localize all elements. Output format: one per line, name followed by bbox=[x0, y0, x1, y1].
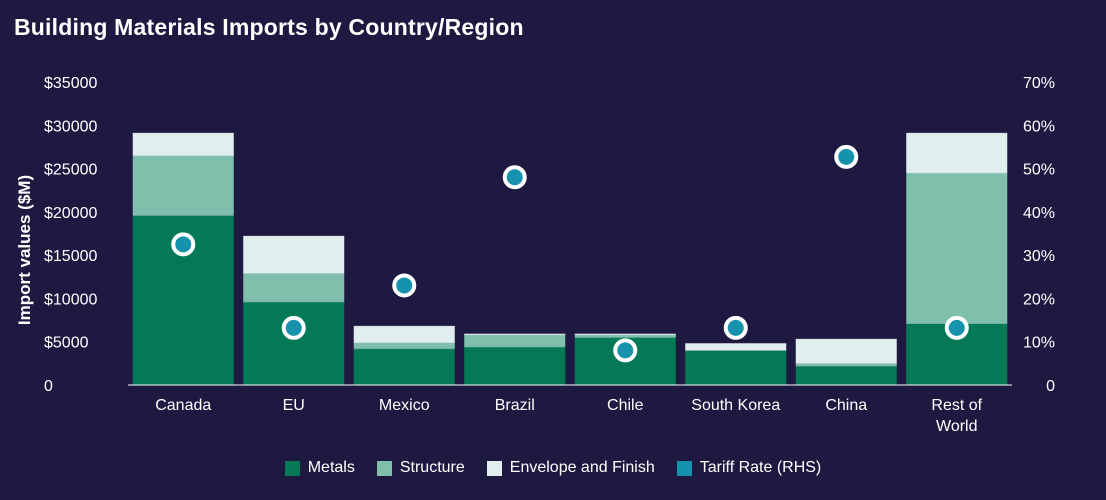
x-tick-label: Brazil bbox=[495, 397, 535, 414]
legend-item: Structure bbox=[376, 459, 465, 477]
x-tick-label: Canada bbox=[155, 397, 211, 414]
legend-label: Metals bbox=[307, 459, 355, 476]
bar-segment bbox=[353, 348, 455, 385]
x-tick-label: Mexico bbox=[379, 397, 430, 414]
category-labels: Canada EU Mexico Brazil Chile South Korea Chin… bbox=[155, 397, 982, 435]
bar-segment bbox=[132, 155, 234, 216]
bar-segment bbox=[243, 273, 345, 302]
y2-tick-label: 40% bbox=[1023, 205, 1055, 222]
legend-label: Tariff Rate (RHS) bbox=[699, 459, 822, 476]
legend-item: Tariff Rate (RHS) bbox=[676, 459, 822, 477]
bar-segment bbox=[906, 172, 1008, 324]
legend-item: Metals bbox=[284, 459, 355, 477]
tariff-marker bbox=[944, 315, 969, 340]
y-tick-label: $30000 bbox=[44, 118, 97, 135]
bar-segment bbox=[685, 350, 787, 385]
legend: Metals Structure Envelope and Finish Tariff… bbox=[0, 459, 1106, 477]
x-tick-label: Chile bbox=[607, 397, 644, 414]
bar-segment bbox=[353, 342, 455, 349]
y-tick-label: $15000 bbox=[44, 248, 97, 265]
tariff-markers bbox=[171, 144, 969, 363]
legend-swatch bbox=[676, 460, 692, 476]
x-tick-label: EU bbox=[283, 397, 305, 414]
y2-tick-label: 10% bbox=[1023, 335, 1055, 352]
bar-segment bbox=[353, 326, 455, 343]
y2-tick-label: 50% bbox=[1023, 162, 1055, 179]
bar-segment bbox=[243, 301, 345, 385]
left-axis-ticks: $35000 $30000 $25000 $20000 $15000 $10000 $500… bbox=[44, 75, 97, 395]
bars-group bbox=[132, 132, 1008, 385]
legend-swatch bbox=[486, 460, 502, 476]
bar-segment bbox=[243, 236, 345, 274]
tariff-marker bbox=[834, 144, 859, 169]
y-tick-label: $10000 bbox=[44, 291, 97, 308]
chart-title: Building Materials Imports by Country/Re… bbox=[14, 14, 524, 40]
bar-segment bbox=[795, 363, 897, 366]
tariff-marker bbox=[502, 165, 527, 190]
legend-swatch bbox=[284, 460, 300, 476]
y-axis-label: Import values ($M) bbox=[15, 175, 34, 325]
y-tick-label: $25000 bbox=[44, 162, 97, 179]
y2-tick-label: 30% bbox=[1023, 248, 1055, 265]
bar-segment bbox=[464, 333, 566, 335]
legend-label: Envelope and Finish bbox=[509, 459, 655, 476]
y-tick-label: $20000 bbox=[44, 205, 97, 222]
y2-tick-label: 0 bbox=[1046, 378, 1055, 395]
tariff-marker bbox=[723, 315, 748, 340]
bar-segment bbox=[574, 333, 676, 335]
legend-label: Structure bbox=[399, 459, 465, 476]
y2-tick-label: 20% bbox=[1023, 291, 1055, 308]
bar-segment bbox=[685, 343, 787, 351]
y2-tick-label: 60% bbox=[1023, 118, 1055, 135]
tariff-marker bbox=[392, 273, 417, 298]
y-tick-label: $35000 bbox=[44, 75, 97, 92]
tariff-marker bbox=[281, 315, 306, 340]
bar-segment bbox=[574, 334, 676, 338]
right-axis-ticks: 70% 60% 50% 40% 30% 20% 10% 0 bbox=[1023, 75, 1055, 395]
y-tick-label: 0 bbox=[44, 378, 53, 395]
tariff-marker bbox=[171, 232, 196, 257]
bar-segment bbox=[795, 339, 897, 364]
legend-swatch bbox=[376, 460, 392, 476]
x-tick-label: Rest of World bbox=[931, 397, 982, 435]
legend-item: Envelope and Finish bbox=[486, 459, 655, 477]
tariff-marker bbox=[613, 338, 638, 363]
y2-tick-label: 70% bbox=[1023, 75, 1055, 92]
bar-segment bbox=[906, 133, 1008, 173]
x-tick-label: China bbox=[825, 397, 867, 414]
bar-segment bbox=[464, 346, 566, 385]
x-tick-label: South Korea bbox=[691, 397, 780, 414]
bar-segment bbox=[132, 133, 234, 156]
bar-segment bbox=[795, 365, 897, 385]
bar-segment bbox=[464, 334, 566, 347]
y-tick-label: $5000 bbox=[44, 335, 89, 352]
